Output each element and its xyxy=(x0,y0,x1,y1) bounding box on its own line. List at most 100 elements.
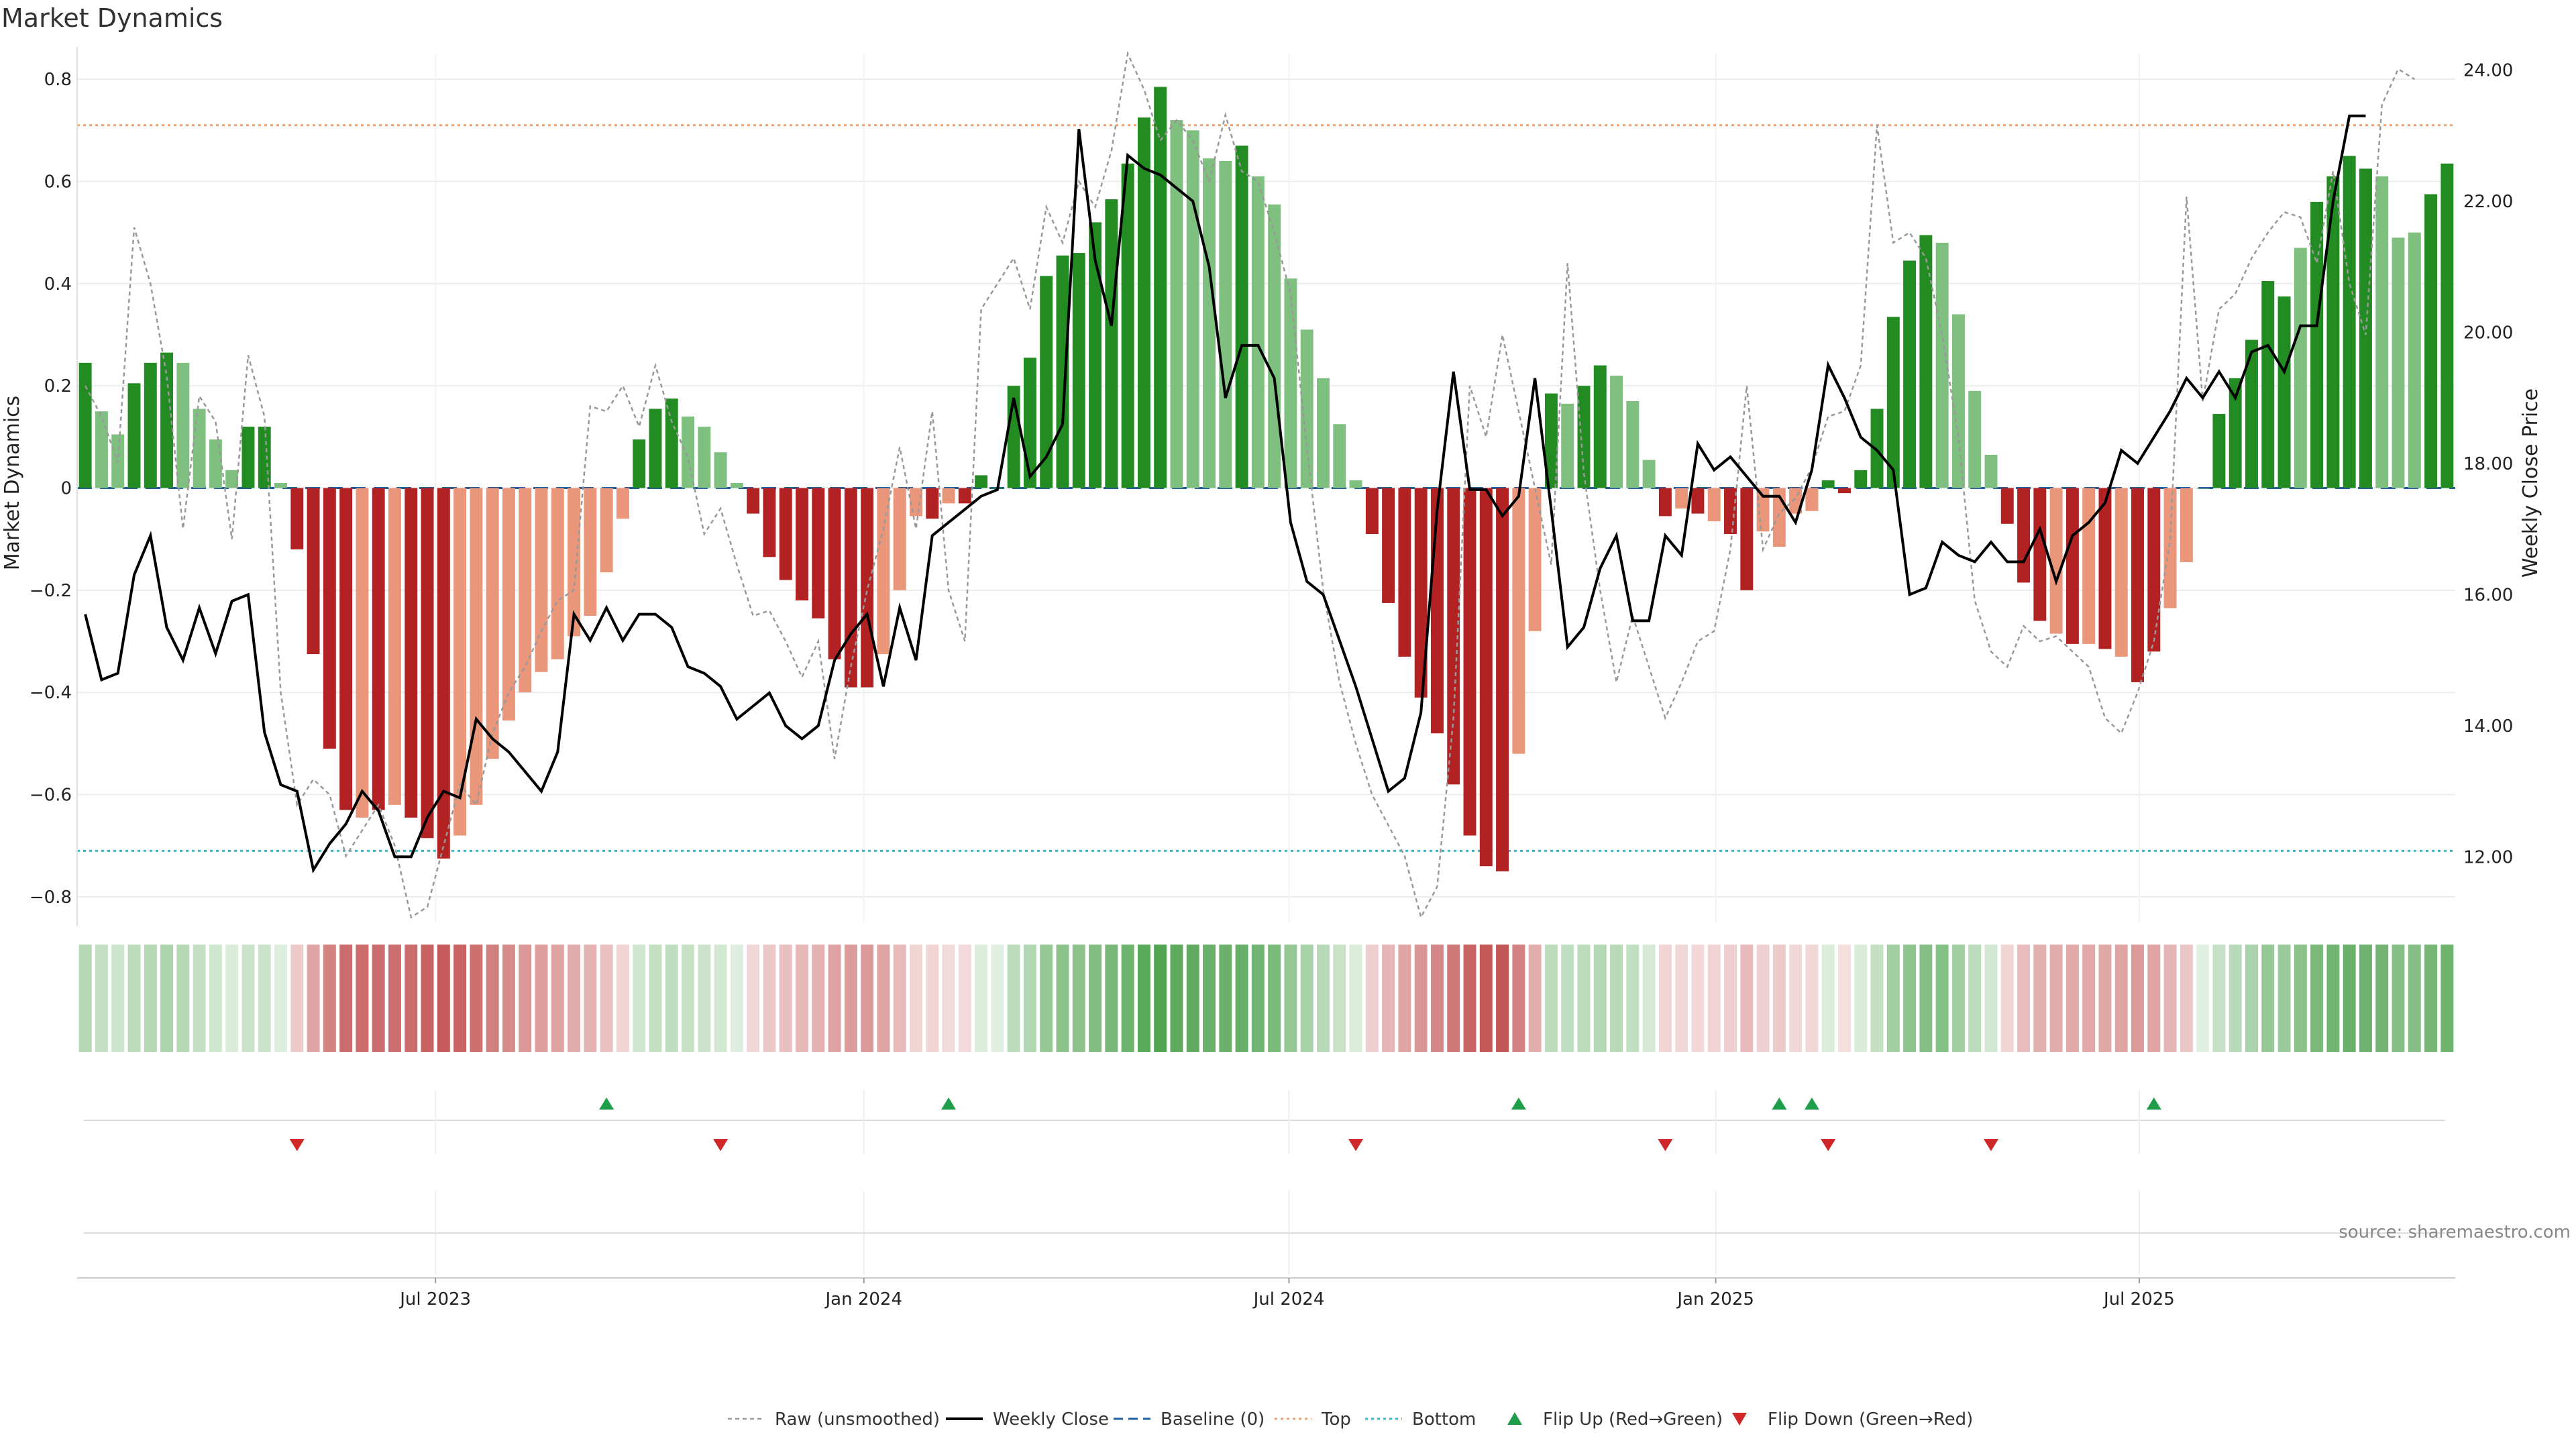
dynamics-bar xyxy=(241,427,255,488)
dynamics-bar xyxy=(1984,454,1998,488)
dynamics-bar xyxy=(1528,488,1542,631)
heat-cell xyxy=(1772,945,1786,1052)
dynamics-bar xyxy=(2408,232,2421,488)
dynamics-bar xyxy=(1707,488,1721,522)
heat-cell xyxy=(1642,945,1656,1052)
dynamics-bar xyxy=(388,488,401,805)
heat-cell xyxy=(1935,945,1949,1052)
heat-cell xyxy=(111,945,125,1052)
dynamics-bar xyxy=(2424,194,2438,488)
dynamics-bars xyxy=(78,87,2454,871)
heat-cell xyxy=(241,945,255,1052)
dynamics-bar xyxy=(2098,488,2112,649)
flip-down-marker xyxy=(1658,1139,1673,1151)
legend-item: Top xyxy=(1275,1409,1351,1430)
heat-cell xyxy=(209,945,222,1052)
dynamics-bar xyxy=(812,488,825,619)
dynamics-bar xyxy=(2277,296,2291,488)
dynamics-bar xyxy=(2343,156,2356,488)
right-axis-label: Weekly Close Price xyxy=(2519,388,2542,578)
flip-down-marker xyxy=(713,1139,729,1151)
dynamics-bar xyxy=(421,488,434,839)
heat-cell xyxy=(1707,945,1721,1052)
heat-cell xyxy=(535,945,548,1052)
dynamics-bar xyxy=(877,488,890,655)
dynamics-bar xyxy=(2245,339,2258,488)
dynamics-bar xyxy=(2049,488,2063,634)
heat-cell xyxy=(861,945,874,1052)
heat-cell xyxy=(1251,945,1265,1052)
heat-cell xyxy=(2245,945,2258,1052)
dynamics-bar xyxy=(470,488,483,805)
legend-label: Top xyxy=(1321,1409,1351,1430)
heat-cell xyxy=(584,945,597,1052)
dynamics-bar xyxy=(274,482,287,488)
heat-cell xyxy=(763,945,776,1052)
heat-cell xyxy=(942,945,955,1052)
heat-cell xyxy=(1740,945,1754,1052)
heat-cell xyxy=(437,945,450,1052)
heat-cell xyxy=(1837,945,1851,1052)
flip-down-marker xyxy=(1821,1139,1836,1151)
dynamics-bar xyxy=(535,488,548,672)
chart-title: Market Dynamics xyxy=(1,3,223,33)
heat-cell xyxy=(991,945,1004,1052)
dynamics-bar xyxy=(2082,488,2096,644)
flip-up-marker xyxy=(1804,1097,1819,1110)
dynamics-bar xyxy=(958,488,971,504)
heat-cell xyxy=(1203,945,1216,1052)
heat-cell xyxy=(2082,945,2096,1052)
heat-cell xyxy=(909,945,922,1052)
heat-cell xyxy=(1951,945,1965,1052)
dynamics-bar xyxy=(2180,488,2193,562)
dynamics-bar xyxy=(1219,160,1232,488)
dynamics-bar xyxy=(1740,488,1754,590)
legend-label: Flip Down (Green→Red) xyxy=(1768,1409,1973,1430)
heat-cell xyxy=(339,945,353,1052)
dynamics-bar xyxy=(1561,403,1574,488)
heat-cell xyxy=(502,945,515,1052)
dynamics-bar xyxy=(665,398,678,488)
dynamics-bar xyxy=(1186,130,1199,488)
heat-cell xyxy=(1903,945,1917,1052)
heat-cell xyxy=(1756,945,1770,1052)
dynamics-bar xyxy=(437,488,450,859)
heat-cell xyxy=(796,945,808,1052)
dynamics-bar xyxy=(2131,488,2144,682)
raw-line xyxy=(84,50,2415,920)
flip-down-marker xyxy=(1348,1139,1364,1151)
heat-cell xyxy=(568,945,581,1052)
heat-cell xyxy=(2196,945,2210,1052)
left-tick-label: −0.6 xyxy=(30,786,72,806)
heat-cell xyxy=(2180,945,2193,1052)
dynamics-bar xyxy=(2163,488,2177,608)
heat-cell xyxy=(453,945,467,1052)
dynamics-bar xyxy=(160,352,174,488)
flip-panel xyxy=(84,1090,2445,1154)
dynamics-bar xyxy=(2212,414,2226,488)
heat-cell xyxy=(2294,945,2307,1052)
left-tick-label: −0.4 xyxy=(30,683,72,703)
dynamics-bar xyxy=(2114,488,2128,657)
dynamics-bar xyxy=(405,488,418,818)
dynamics-bar xyxy=(193,409,206,488)
heat-cell xyxy=(388,945,401,1052)
heat-cell xyxy=(893,945,906,1052)
heat-cell xyxy=(2049,945,2063,1052)
heat-cell xyxy=(176,945,190,1052)
heat-cell xyxy=(1984,945,1998,1052)
heat-cell xyxy=(1007,945,1020,1052)
left-tick-label: −0.8 xyxy=(30,888,72,908)
legend-label: Raw (unsmoothed) xyxy=(775,1409,940,1430)
heat-cell xyxy=(2408,945,2421,1052)
dynamics-bar xyxy=(2033,488,2047,621)
heat-cell xyxy=(2229,945,2242,1052)
heat-cell xyxy=(1544,945,1558,1052)
heat-cell xyxy=(1447,945,1460,1052)
dynamics-bar xyxy=(796,488,808,601)
flip-up-marker xyxy=(941,1097,957,1110)
dynamics-bar xyxy=(747,488,760,514)
dynamics-bar xyxy=(453,488,467,836)
heat-cell xyxy=(1789,945,1803,1052)
heat-cell xyxy=(1626,945,1640,1052)
